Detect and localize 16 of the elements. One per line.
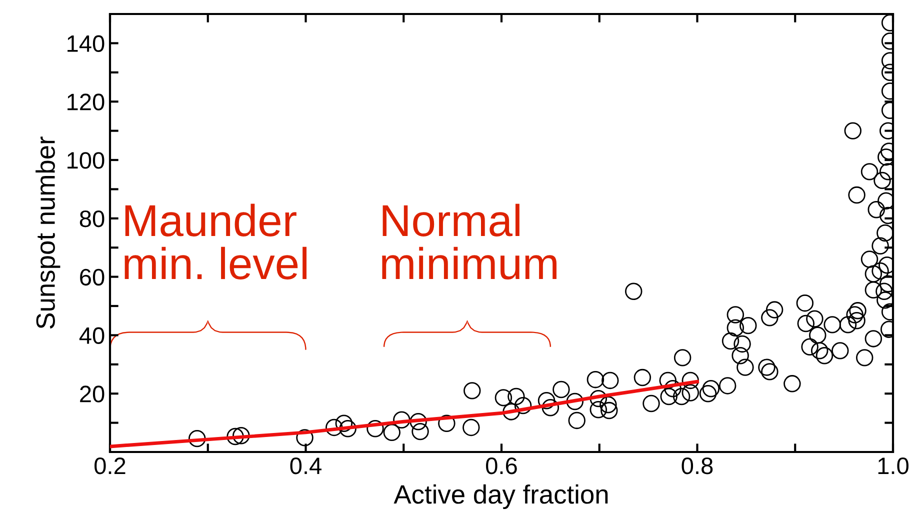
y-tick-label: 40 (79, 327, 104, 344)
annotation: Normal minimum (382, 204, 556, 280)
y-tick-label: 100 (68, 152, 104, 169)
x-tick-label: 0.2 (94, 457, 126, 474)
y-tick-label: 60 (80, 268, 104, 286)
x-tick-label: 0.8 (682, 457, 713, 474)
x-axis-title: Active day fraction (394, 484, 608, 510)
x-tick-label: 1.0 (878, 457, 908, 474)
y-tick-label: 80 (80, 210, 104, 228)
y-axis-title: Sunspot number (36, 136, 60, 329)
y-tick-label: 140 (68, 35, 104, 52)
x-tick-label: 0.6 (486, 457, 517, 474)
y-tick-label: 120 (68, 94, 104, 110)
annotation: Maunder min. level (124, 204, 306, 280)
x-tick-label: 0.4 (290, 457, 322, 474)
y-tick-label: 20 (80, 386, 104, 402)
